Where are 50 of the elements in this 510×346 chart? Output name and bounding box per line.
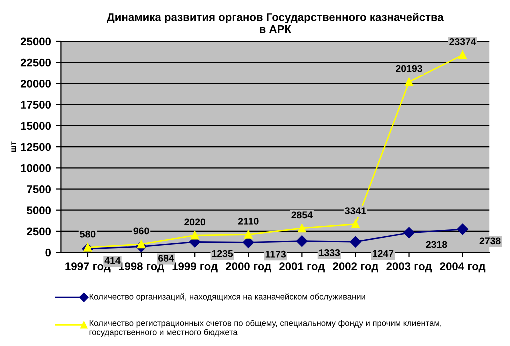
legend-label: Количество организаций, находящихся на казначейском обслуживании xyxy=(90,294,366,302)
y-tick-label: 17500 xyxy=(21,101,52,109)
x-tick-label: 2003 год xyxy=(386,262,432,273)
data-label: 2318 xyxy=(426,241,448,248)
y-tick-label: 20000 xyxy=(20,80,52,88)
data-label: 1333 xyxy=(319,250,340,256)
legend-label: Количество регистрационных счетов по общему, специальному фонду и прочим клиентам, государственного и местного бюджета xyxy=(90,320,442,337)
point xyxy=(190,231,200,240)
point xyxy=(296,236,308,247)
y-tick-label: 12500 xyxy=(21,143,52,152)
data-label: 20193 xyxy=(396,65,422,72)
data-label: 2738 xyxy=(480,238,501,245)
data-label: 1247 xyxy=(373,250,394,258)
y-tick-label: 7500 xyxy=(27,186,52,194)
x-tick-label: 1999 год xyxy=(172,262,218,273)
data-label: 1173 xyxy=(266,250,286,258)
x-tick-label: 2001 год xyxy=(280,262,325,273)
data-label: 2110 xyxy=(238,218,259,225)
data-label: 3341 xyxy=(345,208,366,214)
point xyxy=(404,227,415,239)
x-tick-label: 2002 год xyxy=(333,262,379,273)
data-label: 23374 xyxy=(450,38,476,46)
y-tick-label: 15000 xyxy=(21,122,52,130)
point xyxy=(298,224,306,233)
y-tick-label: 25000 xyxy=(20,38,52,46)
point xyxy=(137,240,146,249)
point xyxy=(243,237,254,248)
y-tick-label: 2500 xyxy=(27,228,52,236)
x-tick-label: 1998 год xyxy=(119,262,164,273)
y-tick-label: 5000 xyxy=(27,206,52,215)
data-label: 2854 xyxy=(292,212,313,219)
data-label: 960 xyxy=(134,228,150,235)
y-tick-label: 22500 xyxy=(20,58,52,67)
y-tick-label: 10000 xyxy=(21,164,52,172)
point xyxy=(352,220,360,229)
data-label: 580 xyxy=(80,230,96,238)
point xyxy=(457,224,468,236)
point xyxy=(405,78,414,86)
chart-title: Динамика развития органов Государственного казначейства в АРК xyxy=(107,12,444,34)
x-tick-label: 2004 год xyxy=(440,262,486,273)
point xyxy=(244,230,253,239)
data-label: 1235 xyxy=(212,250,234,258)
y-axis-title: шт xyxy=(12,142,16,152)
point xyxy=(350,236,362,248)
point xyxy=(458,51,467,60)
data-label: 414 xyxy=(104,257,121,264)
y-tick-label: 0 xyxy=(46,248,52,257)
data-label: 684 xyxy=(158,255,174,262)
data-label: 2020 xyxy=(184,218,206,226)
x-tick-label: 2000 год xyxy=(226,262,272,273)
